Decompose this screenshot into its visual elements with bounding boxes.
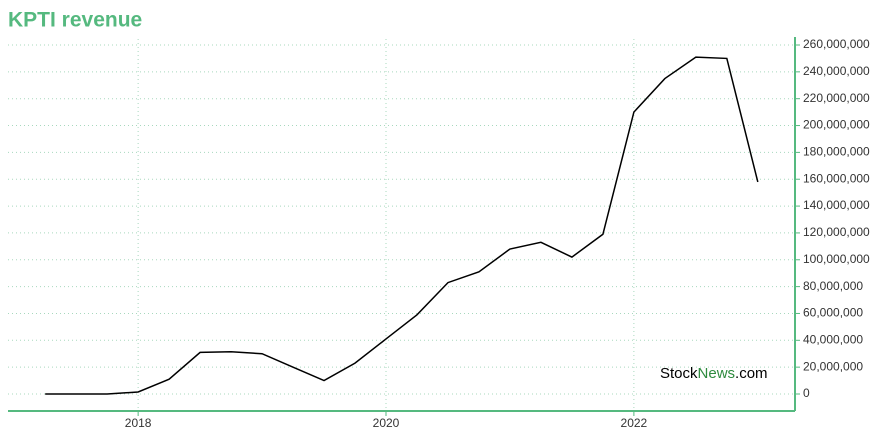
y-tick-label: 60,000,000 [803, 306, 863, 320]
y-tick-label: 0 [803, 386, 810, 400]
y-tick-label: 80,000,000 [803, 279, 863, 293]
y-tick-label: 160,000,000 [803, 171, 870, 185]
y-tick-label: 20,000,000 [803, 359, 863, 373]
watermark-part: .com [735, 365, 768, 382]
y-tick-label: 100,000,000 [803, 252, 870, 266]
data-line [45, 56, 759, 395]
y-tick-label: 140,000,000 [803, 198, 870, 212]
y-tick-label: 220,000,000 [803, 91, 870, 105]
x-tick-label: 2020 [373, 416, 400, 430]
watermark-part: Stock [660, 365, 698, 382]
y-tick-label: 120,000,000 [803, 225, 870, 239]
x-tick-label: 2022 [621, 416, 648, 430]
y-tick-label: 200,000,000 [803, 118, 870, 132]
watermark-part: News [698, 365, 736, 382]
y-tick-label: 40,000,000 [803, 332, 863, 346]
y-tick-label: 240,000,000 [803, 64, 870, 78]
watermark: StockNews.com [660, 365, 768, 382]
y-tick-label: 260,000,000 [803, 37, 870, 51]
y-tick-label: 180,000,000 [803, 145, 870, 159]
chart-title: KPTI revenue [8, 9, 142, 32]
x-tick-label: 2018 [125, 416, 152, 430]
